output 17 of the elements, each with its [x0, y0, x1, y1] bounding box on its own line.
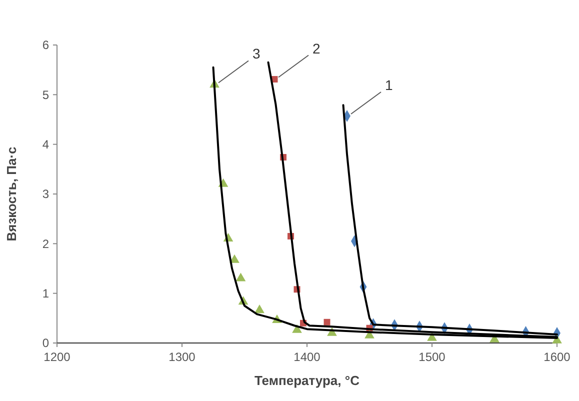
x-tick-label: 1200	[44, 350, 71, 364]
y-axis-title: Вязкость, Па·с	[4, 146, 19, 242]
text: 1	[385, 77, 393, 94]
x-tick-label: 1600	[544, 350, 571, 364]
y-tick-label: 6	[42, 38, 50, 52]
y-tick-label: 5	[42, 88, 50, 102]
y-tick-label: 2	[42, 236, 50, 251]
y-tick-label: 4	[42, 138, 50, 152]
y-tick-label: 0	[42, 336, 50, 350]
x-tick-label: 1300	[168, 350, 196, 364]
text: 3	[252, 46, 260, 62]
text: 2	[312, 40, 320, 56]
x-tick-label: 1500	[418, 350, 446, 364]
y-tick-label: 1	[42, 286, 50, 301]
x-tick-label: 1400	[294, 350, 321, 364]
x-axis-title: Температура, °С	[254, 373, 360, 388]
y-tick-label: 3	[42, 187, 50, 202]
